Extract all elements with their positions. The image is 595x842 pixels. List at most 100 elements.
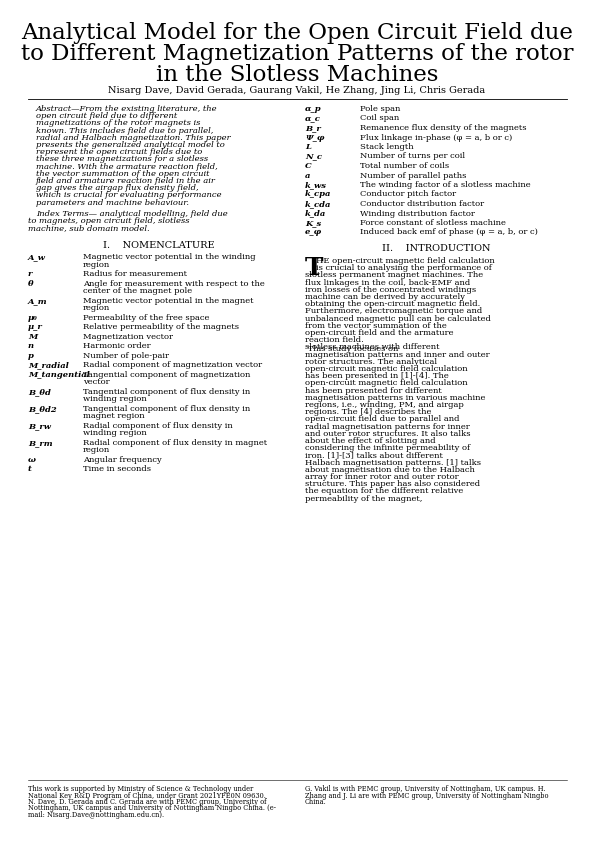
Text: II.    INTRODUCTION: II. INTRODUCTION [382,244,490,253]
Text: M_radial: M_radial [28,361,69,370]
Text: to Different Magnetization Patterns of the rotor: to Different Magnetization Patterns of t… [21,43,573,65]
Text: Angle for measurement with respect to the: Angle for measurement with respect to th… [83,280,265,288]
Text: about the effect of slotting and: about the effect of slotting and [305,437,436,445]
Text: open-circuit magnetic field calculation: open-circuit magnetic field calculation [305,380,468,387]
Text: regions. The [4] describes the: regions. The [4] describes the [305,408,431,416]
Text: Magnetic vector potential in the winding: Magnetic vector potential in the winding [83,253,256,261]
Text: Tangential component of magnetization: Tangential component of magnetization [83,370,250,379]
Text: Conductor pitch factor: Conductor pitch factor [360,190,456,199]
Text: B_θd2: B_θd2 [28,405,57,413]
Text: radial and Halbach magnetization. This paper: radial and Halbach magnetization. This p… [36,134,231,141]
Text: N. Dave, D. Gerada and C. Gerada are with PEMC group, University of: N. Dave, D. Gerada and C. Gerada are wit… [28,798,267,806]
Text: region: region [83,446,110,455]
Text: Number of pole-pair: Number of pole-pair [83,352,169,360]
Text: Number of turns per coil: Number of turns per coil [360,152,465,161]
Text: open-circuit field due to parallel and: open-circuit field due to parallel and [305,415,459,424]
Text: B_r: B_r [305,124,321,132]
Text: C: C [305,162,312,170]
Text: Zhang and J. Li are with PEMC group, University of Nottingham Ningbo: Zhang and J. Li are with PEMC group, Uni… [305,791,549,800]
Text: Nottingham, UK campus and University of Nottingham Ningbo China. (e-: Nottingham, UK campus and University of … [28,804,276,813]
Text: Coil span: Coil span [360,115,399,122]
Text: e_φ: e_φ [305,228,322,237]
Text: Number of parallel paths: Number of parallel paths [360,172,466,179]
Text: iron. [1]-[3] talks about different: iron. [1]-[3] talks about different [305,451,443,460]
Text: Tangential component of flux density in: Tangential component of flux density in [83,405,250,413]
Text: k_ws: k_ws [305,181,327,189]
Text: which is crucial for evaluating performance: which is crucial for evaluating performa… [36,191,221,200]
Text: Radial component of flux density in magnet: Radial component of flux density in magn… [83,439,267,447]
Text: gap gives the airgap flux density field,: gap gives the airgap flux density field, [36,184,199,192]
Text: B_θd: B_θd [28,388,51,396]
Text: regions, i.e., winding, PM, and airgap: regions, i.e., winding, PM, and airgap [305,401,464,409]
Text: Index Terms— analytical modelling, field due: Index Terms— analytical modelling, field… [36,210,228,218]
Text: machine can be derived by accurately: machine can be derived by accurately [305,293,465,301]
Text: center of the magnet pole: center of the magnet pole [83,287,192,296]
Text: field and armature reaction field in the air: field and armature reaction field in the… [36,177,216,185]
Text: p: p [28,352,34,360]
Text: N_c: N_c [305,152,322,161]
Text: array for inner rotor and outer rotor: array for inner rotor and outer rotor [305,473,459,481]
Text: region: region [83,261,110,269]
Text: Harmonic order: Harmonic order [83,343,151,350]
Text: mail: Nisarg.Dave@nottingham.edu.cn).: mail: Nisarg.Dave@nottingham.edu.cn). [28,811,164,819]
Text: T: T [305,256,324,280]
Text: magnetizations of the rotor magnets is: magnetizations of the rotor magnets is [36,120,201,127]
Text: vector: vector [83,378,109,386]
Text: HE open-circuit magnetic field calculation: HE open-circuit magnetic field calculati… [316,257,495,265]
Text: L: L [305,143,311,151]
Text: Conductor distribution factor: Conductor distribution factor [360,200,484,208]
Text: open circuit field due to different: open circuit field due to different [36,112,177,120]
Text: Total number of coils: Total number of coils [360,162,449,170]
Text: is crucial to analysing the performance of: is crucial to analysing the performance … [316,264,492,272]
Text: rotor structures. The analytical: rotor structures. The analytical [305,358,437,365]
Text: magnetisation patterns and inner and outer: magnetisation patterns and inner and out… [305,350,490,359]
Text: n: n [28,343,34,350]
Text: This work is supported by Ministry of Science & Technology under: This work is supported by Ministry of Sc… [28,785,253,793]
Text: Stack length: Stack length [360,143,414,151]
Text: and outer rotor structures. It also talks: and outer rotor structures. It also talk… [305,429,471,438]
Text: has been presented for different: has been presented for different [305,386,441,395]
Text: I.    NOMENCLATURE: I. NOMENCLATURE [103,242,215,250]
Text: Time in seconds: Time in seconds [83,466,151,473]
Text: unbalanced magnetic pull can be calculated: unbalanced magnetic pull can be calculat… [305,315,491,322]
Text: machine. With the armature reaction field,: machine. With the armature reaction fiel… [36,163,218,171]
Text: G. Vakil is with PEMC group, University of Nottingham, UK campus. H.: G. Vakil is with PEMC group, University … [305,785,546,793]
Text: the equation for the different relative: the equation for the different relative [305,488,464,495]
Text: open-circuit magnetic field calculation: open-circuit magnetic field calculation [305,365,468,373]
Text: region: region [83,305,110,312]
Text: presents the generalized analytical model to: presents the generalized analytical mode… [36,141,225,149]
Text: θ: θ [28,280,34,288]
Text: Radial component of flux density in: Radial component of flux density in [83,422,233,430]
Text: Nisarg Dave, David Gerada, Gaurang Vakil, He Zhang, Jing Li, Chris Gerada: Nisarg Dave, David Gerada, Gaurang Vakil… [108,86,486,95]
Text: obtaining the open-circuit magnetic field.: obtaining the open-circuit magnetic fiel… [305,301,480,308]
Text: A_w: A_w [28,253,46,261]
Text: machine, sub domain model.: machine, sub domain model. [28,224,149,232]
Text: k_da: k_da [305,210,326,217]
Text: slotless permanent magnet machines. The: slotless permanent magnet machines. The [305,271,483,280]
Text: represent the open circuit fields due to: represent the open circuit fields due to [36,148,202,157]
Text: parameters and machine behaviour.: parameters and machine behaviour. [36,199,189,206]
Text: National Key R&D Program of China, under Grant 2021YFE0N 09630.: National Key R&D Program of China, under… [28,791,266,800]
Text: radial magnetisation patterns for inner: radial magnetisation patterns for inner [305,423,469,430]
Text: Analytical Model for the Open Circuit Field due: Analytical Model for the Open Circuit Fi… [21,22,573,44]
Text: Furthermore, electromagnetic torque and: Furthermore, electromagnetic torque and [305,307,483,316]
Text: The winding factor of a slotless machine: The winding factor of a slotless machine [360,181,531,189]
Text: permeability of the magnet,: permeability of the magnet, [305,494,422,503]
Text: a: a [305,172,311,179]
Text: considering the infinite permeability of: considering the infinite permeability of [305,445,470,452]
Text: open-circuit field and the armature: open-circuit field and the armature [305,329,453,337]
Text: winding region: winding region [83,396,147,403]
Text: flux linkages in the coil, back-EMF and: flux linkages in the coil, back-EMF and [305,279,470,286]
Text: Radius for measurement: Radius for measurement [83,270,187,279]
Text: μ_r: μ_r [28,323,43,332]
Text: M: M [28,333,37,341]
Text: Magnetic vector potential in the magnet: Magnetic vector potential in the magnet [83,297,253,305]
Text: μ₀: μ₀ [28,314,37,322]
Text: Angular frequency: Angular frequency [83,456,162,464]
Text: about magnetisation due to the Halbach: about magnetisation due to the Halbach [305,466,475,474]
Text: Halbach magnetisation patterns. [1] talks: Halbach magnetisation patterns. [1] talk… [305,459,481,466]
Text: Abstract—From the existing literature, the: Abstract—From the existing literature, t… [36,105,218,113]
Text: Tangential component of flux density in: Tangential component of flux density in [83,388,250,396]
Text: ω: ω [28,456,36,464]
Text: α_c: α_c [305,115,321,122]
